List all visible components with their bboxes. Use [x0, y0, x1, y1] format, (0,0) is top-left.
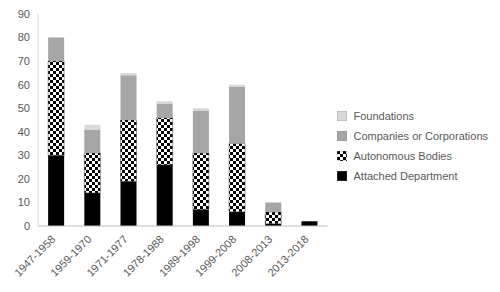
svg-text:1999-2008: 1999-2008 [192, 232, 239, 279]
svg-text:70: 70 [18, 55, 30, 67]
svg-text:1959-1970: 1959-1970 [48, 232, 94, 279]
svg-text:1947-1958: 1947-1958 [11, 232, 58, 279]
html-text:Attached Department: Attached Department [353, 170, 458, 182]
svg-text:40: 40 [18, 126, 30, 138]
svg-text:1971-1977: 1971-1977 [84, 232, 130, 279]
svg-text:30: 30 [18, 149, 30, 161]
html-text:Companies or Corporations: Companies or Corporations [353, 130, 488, 142]
html-text:Autonomous Bodies: Autonomous Bodies [353, 150, 452, 162]
svg-text:1989-1998: 1989-1998 [156, 232, 203, 279]
html-text:Foundations: Foundations [353, 110, 414, 122]
svg-text:60: 60 [18, 79, 30, 91]
svg-text:90: 90 [18, 8, 30, 20]
svg-text:2013-2018: 2013-2018 [265, 233, 311, 279]
svg-text:20: 20 [18, 173, 30, 185]
svg-text:0: 0 [24, 220, 30, 232]
svg-text:2008-2013: 2008-2013 [228, 232, 275, 279]
svg-text:80: 80 [18, 31, 30, 43]
svg-text:10: 10 [18, 196, 30, 208]
svg-text:1978-1988: 1978-1988 [120, 232, 167, 279]
svg-text:50: 50 [18, 102, 30, 114]
